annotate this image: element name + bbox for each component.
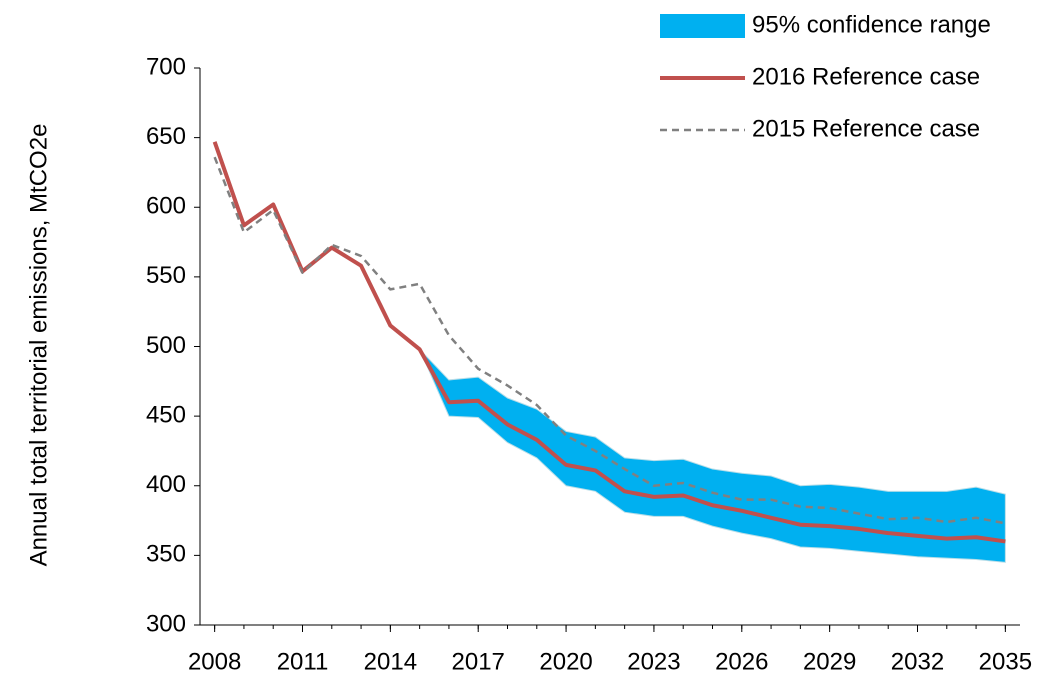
y-tick-label: 550 [146,262,186,289]
x-tick-label: 2008 [188,648,241,673]
x-tick-label: 2035 [979,648,1032,673]
x-tick-label: 2020 [539,648,592,673]
y-tick-label: 300 [146,610,186,637]
line-2016 [212,141,1006,544]
y-axis-label: Annual total territorial emissions, MtCO… [25,124,52,567]
y-tick-label: 350 [146,541,186,568]
y-tick-label: 500 [146,332,186,359]
x-tick-label: 2032 [891,648,944,673]
confidence-band [419,348,1006,563]
x-tick-label: 2029 [803,648,856,673]
legend-label: 2015 Reference case [752,115,980,142]
x-tick-label: 2023 [627,648,680,673]
y-tick-label: 700 [146,53,186,80]
legend-swatch [660,14,745,38]
y-tick-label: 650 [146,123,186,150]
x-tick-label: 2014 [364,648,417,673]
legend-label: 2016 Reference case [752,63,980,90]
y-tick-label: 600 [146,193,186,220]
line-2015 [213,156,1006,525]
y-tick-label: 450 [146,401,186,428]
x-tick-label: 2011 [277,648,329,673]
x-tick-label: 2026 [715,648,768,673]
y-tick-label: 400 [146,471,186,498]
legend-label: 95% confidence range [752,11,991,38]
x-tick-label: 2017 [452,648,505,673]
